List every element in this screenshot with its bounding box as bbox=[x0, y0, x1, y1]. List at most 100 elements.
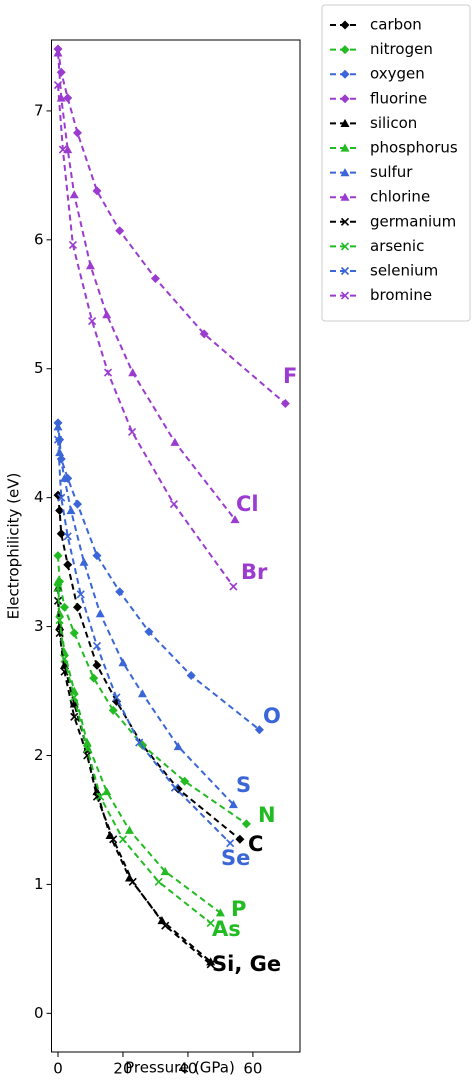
marker bbox=[66, 506, 76, 515]
marker bbox=[230, 515, 240, 524]
legend-label: phosphorus bbox=[370, 139, 458, 157]
y-tick-label: 5 bbox=[34, 359, 44, 377]
legend-label: arsenic bbox=[370, 237, 424, 255]
marker bbox=[173, 741, 183, 751]
marker bbox=[83, 744, 92, 754]
y-tick-label: 4 bbox=[34, 488, 44, 506]
plot-frame bbox=[51, 39, 301, 1053]
marker bbox=[150, 273, 160, 283]
marker bbox=[254, 725, 264, 735]
marker bbox=[92, 641, 102, 650]
annotation: Si, Ge bbox=[212, 952, 281, 976]
marker bbox=[340, 20, 350, 30]
y-axis-label: Electrophilicity (eV) bbox=[5, 473, 23, 620]
marker bbox=[137, 689, 147, 698]
marker bbox=[170, 783, 180, 792]
y-tick-label: 2 bbox=[34, 746, 44, 764]
series-line bbox=[56, 581, 222, 914]
y-tick-label: 3 bbox=[34, 617, 44, 635]
annotation: Cl bbox=[236, 492, 259, 516]
marker bbox=[199, 329, 209, 339]
marker bbox=[69, 628, 79, 638]
legend-label: sulfur bbox=[370, 163, 413, 181]
annotation: As bbox=[212, 917, 241, 941]
marker bbox=[53, 48, 63, 57]
marker bbox=[115, 587, 125, 597]
annotation: C bbox=[248, 832, 263, 856]
marker bbox=[340, 45, 350, 55]
marker bbox=[53, 551, 63, 561]
marker bbox=[70, 693, 79, 702]
marker bbox=[124, 825, 134, 834]
series-line bbox=[57, 422, 261, 731]
marker bbox=[340, 242, 350, 251]
marker bbox=[58, 145, 67, 154]
series-line bbox=[56, 555, 247, 825]
marker bbox=[235, 834, 245, 844]
marker bbox=[128, 368, 138, 377]
series-line bbox=[57, 48, 287, 405]
marker bbox=[70, 712, 79, 721]
legend-label: bromine bbox=[370, 286, 432, 304]
marker bbox=[59, 473, 69, 482]
legend-label: germanium bbox=[370, 212, 456, 230]
x-axis-label: Pressure (GPa) bbox=[125, 1059, 235, 1077]
marker bbox=[55, 616, 64, 625]
marker bbox=[127, 427, 137, 436]
marker bbox=[340, 291, 350, 300]
marker bbox=[56, 529, 66, 539]
marker bbox=[340, 217, 350, 226]
marker bbox=[215, 908, 225, 917]
marker bbox=[118, 835, 128, 844]
legend-box bbox=[321, 4, 471, 322]
y-tick-label: 6 bbox=[34, 230, 44, 248]
annotation: P bbox=[231, 897, 246, 921]
marker bbox=[340, 118, 350, 127]
marker bbox=[56, 67, 66, 77]
marker bbox=[340, 94, 350, 104]
marker bbox=[76, 590, 85, 599]
x-tick-label: 40 bbox=[178, 1060, 197, 1078]
marker bbox=[53, 583, 63, 592]
x-tick-label: 0 bbox=[53, 1060, 63, 1078]
marker bbox=[96, 792, 105, 801]
marker bbox=[241, 819, 251, 829]
x-tick-label: 20 bbox=[113, 1060, 132, 1078]
x-tick-label: 60 bbox=[243, 1060, 262, 1078]
annotation: Br bbox=[241, 560, 268, 584]
marker bbox=[92, 551, 102, 561]
marker bbox=[229, 582, 238, 591]
marker bbox=[92, 660, 102, 670]
marker bbox=[186, 671, 196, 681]
marker bbox=[69, 190, 79, 199]
marker bbox=[55, 506, 65, 516]
marker bbox=[180, 776, 190, 786]
legend-label: carbon bbox=[370, 16, 422, 34]
annotation: O bbox=[263, 704, 281, 728]
marker bbox=[53, 435, 63, 444]
marker bbox=[85, 261, 95, 270]
marker bbox=[226, 839, 235, 848]
series-line bbox=[56, 52, 236, 521]
marker bbox=[118, 658, 128, 667]
marker bbox=[63, 93, 73, 103]
marker bbox=[95, 609, 105, 618]
marker bbox=[340, 266, 350, 276]
marker bbox=[112, 693, 121, 702]
marker bbox=[206, 919, 215, 928]
marker bbox=[160, 867, 170, 876]
marker bbox=[89, 673, 99, 683]
marker bbox=[280, 399, 290, 409]
y-tick-label: 7 bbox=[34, 101, 44, 119]
marker bbox=[161, 921, 170, 930]
marker bbox=[53, 576, 63, 586]
series-line bbox=[56, 439, 231, 844]
marker bbox=[109, 835, 118, 844]
marker bbox=[115, 226, 125, 236]
legend-label: chlorine bbox=[370, 188, 430, 206]
marker bbox=[340, 192, 350, 201]
marker bbox=[144, 627, 154, 637]
annotation: Se bbox=[221, 846, 250, 870]
marker bbox=[228, 799, 238, 809]
